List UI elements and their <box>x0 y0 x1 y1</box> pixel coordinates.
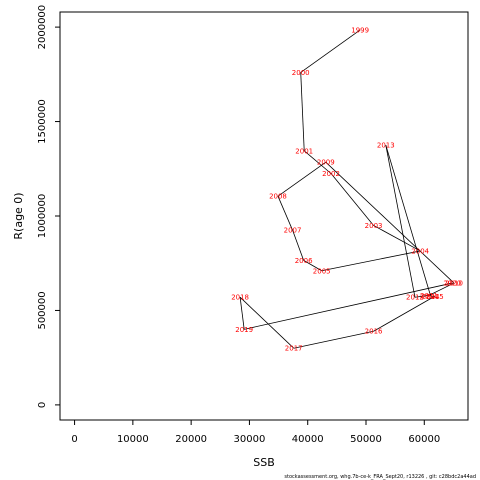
x-tick-label: 30000 <box>234 434 266 445</box>
point-label: 2005 <box>313 267 331 275</box>
point-label: 2015 <box>426 293 444 301</box>
series-segment <box>428 282 455 296</box>
y-tick-label: 1000000 <box>37 194 48 239</box>
x-axis: 0 10000 20000 30000 40000 50000 60000 <box>71 419 440 445</box>
series-segment <box>293 330 374 349</box>
point-label: 2016 <box>365 328 383 336</box>
x-axis-label: SSB <box>253 456 275 469</box>
point-label: 2006 <box>295 257 313 265</box>
series-segment <box>277 161 327 197</box>
point-label: 1999 <box>351 26 369 34</box>
series-path <box>239 29 455 349</box>
x-tick-label: 50000 <box>350 434 382 445</box>
y-tick-label: 0 <box>37 402 48 408</box>
point-label: 2018 <box>231 294 249 302</box>
series-segment <box>244 282 453 330</box>
series-segment <box>385 145 432 297</box>
point-label: 2007 <box>284 227 302 235</box>
series-segment <box>373 225 421 252</box>
series-segment <box>373 295 435 332</box>
series-segment <box>321 250 421 272</box>
point-label: 2020 <box>443 280 461 288</box>
series-segment <box>330 173 374 226</box>
point-label: 2003 <box>365 222 383 230</box>
x-tick-label: 60000 <box>408 434 440 445</box>
point-label: 2000 <box>292 69 310 77</box>
y-tick-label: 2000000 <box>37 5 48 50</box>
y-axis-label: R(age 0) <box>12 192 25 239</box>
series-segment <box>385 145 416 298</box>
point-label: 2013 <box>377 142 395 150</box>
x-tick-label: 20000 <box>175 434 207 445</box>
y-tick-label: 500000 <box>37 291 48 329</box>
series-segment <box>303 260 322 272</box>
point-label: 2017 <box>285 345 303 353</box>
point-label: 2008 <box>269 193 287 201</box>
footer-note: stockassessment.org, whg.7b-ce-k_FRA_Sep… <box>284 474 476 480</box>
point-label: 2019 <box>235 326 253 334</box>
point-label: 2002 <box>322 170 340 178</box>
point-label: 2001 <box>295 147 313 155</box>
point-label: 2012 <box>406 294 424 302</box>
y-axis: 0 500000 1000000 1500000 2000000 <box>37 5 61 408</box>
point-label: 2004 <box>411 247 429 255</box>
series-segment <box>239 296 295 349</box>
series-segment <box>300 29 361 73</box>
x-tick-label: 0 <box>71 434 77 445</box>
series-segment <box>300 72 305 151</box>
x-tick-label: 40000 <box>292 434 324 445</box>
series-segment <box>414 294 430 298</box>
point-label: 2014 <box>422 293 440 301</box>
series-segment <box>239 297 245 330</box>
series-segment <box>277 196 293 231</box>
point-label: 2009 <box>317 159 335 167</box>
point-label: 2011 <box>420 292 438 300</box>
series-segment <box>325 161 455 284</box>
y-tick-label: 1500000 <box>37 99 48 144</box>
series-segment <box>303 150 332 174</box>
series-segment <box>292 230 305 261</box>
point-label: 2010 <box>445 280 463 288</box>
x-tick-label: 10000 <box>117 434 149 445</box>
